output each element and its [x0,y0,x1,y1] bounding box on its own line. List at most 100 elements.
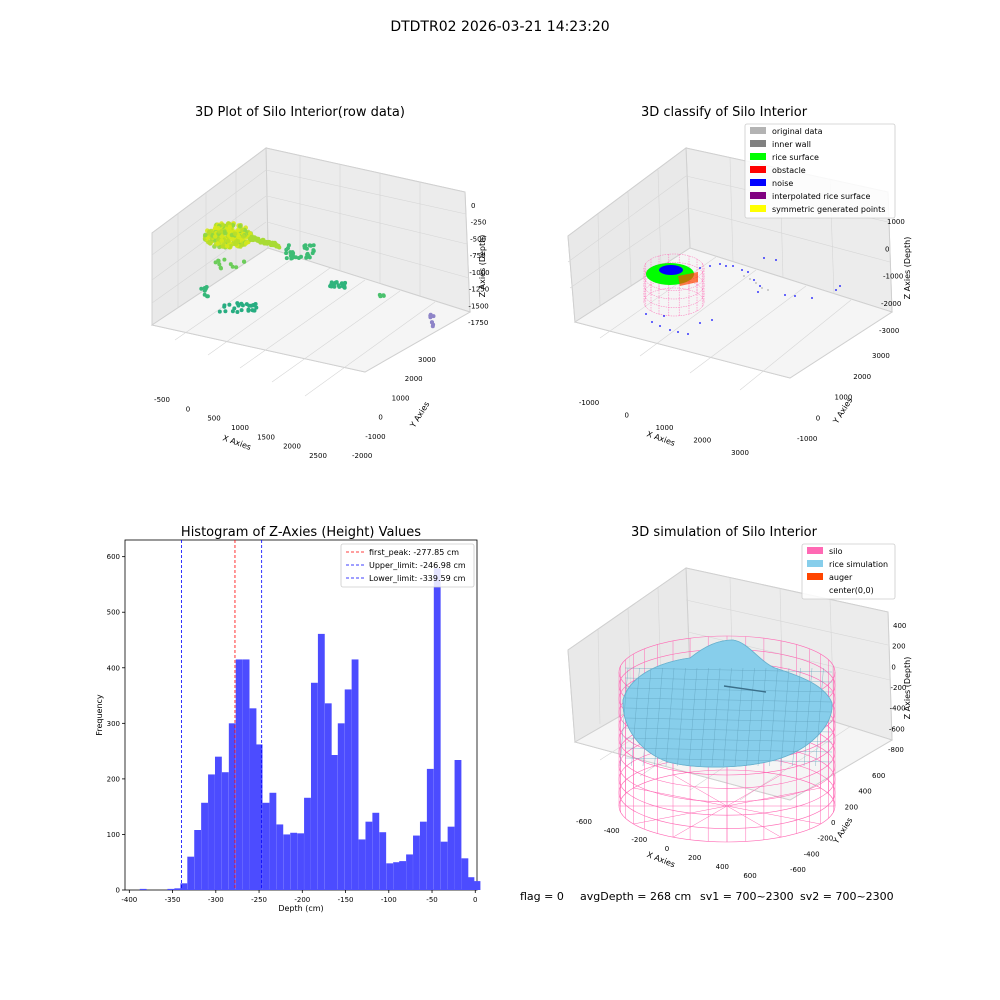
raw-data-point [249,303,254,308]
raw-data-point [304,255,309,260]
histogram-bar [297,833,304,890]
raw-data-point [227,224,233,230]
classify-x-ticks: -1000 0 1000 2000 3000 [579,399,749,457]
simulation-x-ticks: -600 -400 -200 0 200 400 600 [576,818,757,880]
noise-point [677,331,679,333]
classify-x-tick-label: 2000 [693,437,711,445]
histogram-y-tick-label: 600 [107,553,120,561]
raw-data-point [332,281,337,286]
raw-data-point [307,243,312,248]
raw-data-point [203,232,208,238]
histogram-bar [372,812,380,890]
noise-point [663,315,665,317]
histogram-bar [139,888,147,890]
raw-data-point [232,231,238,237]
rice-mesh-line [757,667,767,767]
rice-mesh-line [654,667,663,767]
raw-data-point [217,309,222,314]
rice-mesh-line [631,667,640,767]
simulation-y-tick-label: -200 [817,835,833,843]
raw-data-point [219,234,225,239]
raw-data-z-tick-label: -1250 [469,286,489,294]
histogram-bar [365,821,373,890]
raw-data-y-axis-label: Y Axies [408,400,432,430]
raw-data-z-ticks: 0 -250 -500 -750 -1000 -1250 -1500 -1750 [468,202,490,327]
raw-data-point [239,308,244,313]
histogram-legend-label: Lower_limit: -339.59 cm [369,574,466,583]
histogram-x-tick-label: 0 [473,896,477,904]
histogram-bar [440,841,448,890]
raw-data-point [284,251,289,256]
raw-data-y-tick-label: -2000 [352,452,372,460]
raw-data-3d-panel: 3D Plot of Silo Interior(row data) -5000… [150,105,490,460]
noise-point [835,289,837,291]
rice-mesh-line [624,697,833,703]
rice-mesh-line [700,667,709,767]
raw-data-point [293,255,298,260]
raw-data-point [277,245,282,250]
raw-data-point [222,257,227,262]
histogram-bar [174,888,182,890]
raw-data-point [213,234,218,239]
noise-point [757,291,759,293]
raw-data-y-ticks: 3000 2000 1000 0 -1000 -2000 [352,356,436,460]
histogram-bar [358,839,366,890]
rice-simulation-surface [619,639,833,768]
raw-data-point [261,238,266,242]
simulation-x-tick-label: 200 [688,854,701,862]
raw-data-point [243,240,249,246]
simulation-z-tick-label: 0 [891,663,895,671]
noise-point [659,325,661,327]
sv2-status: sv2 = 700~2300 [800,890,894,903]
silo-spoke [726,774,782,807]
histogram-y-axis-label: Frequency [95,694,104,736]
noise-point [839,285,841,287]
histogram-legend-frame [340,543,475,588]
raw-data-plot-title: 3D Plot of Silo Interior(row data) [195,105,405,120]
silo-ring [643,270,705,300]
raw-data-y-tick-label: 0 [378,414,382,422]
simulation-legend-entries: silo rice simulation auger center(0,0) [807,547,888,595]
classify-z-ticks: 1000 0 -1000 -2000 -3000 [879,218,905,335]
raw-data-point [207,240,213,245]
classify-legend-swatch [750,192,766,199]
raw-data-point [428,315,433,320]
histogram-bar [426,768,434,890]
raw-data-point [378,294,383,299]
histogram-x-tick-label: -50 [426,896,437,904]
histogram-panel: Histogram of Z-Axies (Height) Values -40… [95,525,481,913]
histogram-bar [290,832,298,890]
original-data-point [761,287,763,289]
noise-point [763,257,765,259]
simulation-3d-panel: 3D simulation of Silo Interior -600-400-… [567,525,912,880]
classify-x-tick-label: 1000 [656,424,674,432]
simulation-z-tick-label: -800 [888,746,904,754]
simulation-z-tick-label: 400 [893,622,906,630]
raw-data-point [202,292,207,297]
histogram-bars [139,568,481,890]
histogram-bar [467,877,475,890]
raw-data-point [284,247,289,252]
noise-point [699,267,701,269]
classify-legend-label: obstacle [772,166,806,175]
histogram-bar [447,826,455,890]
raw-data-point [246,308,251,313]
classify-z-tick-label: 0 [885,245,889,253]
raw-data-y-tick-label: -1000 [365,433,385,441]
histogram-x-axis-label: Depth (cm) [278,904,323,913]
raw-data-point [216,258,221,263]
rice-mesh-line [780,667,790,767]
raw-data-z-tick-label: 0 [471,202,475,210]
raw-data-point [236,234,242,240]
raw-data-point [254,305,259,310]
rice-mesh-line [624,707,833,713]
classify-y-tick-label: 1000 [835,394,853,402]
raw-data-point [223,309,228,314]
silo-spoke [633,805,728,825]
classify-3d-panel: 3D classify of Silo Interior -1000 0 1000 2… [567,105,912,457]
original-data-point [755,282,757,284]
simulation-x-tick-label: 0 [665,845,669,853]
simulation-y-tick-label: 0 [831,819,835,827]
histogram-x-tick-label: -400 [121,896,137,904]
